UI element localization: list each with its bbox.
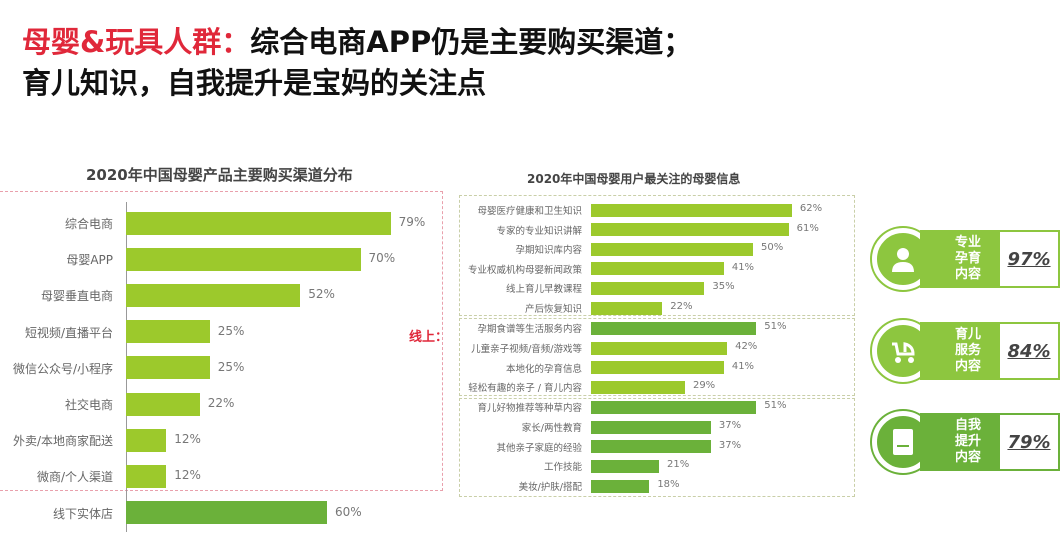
category-label: 线下实体店 <box>52 506 113 521</box>
bar <box>591 281 705 295</box>
category-label: 专业权威机构母婴新闻政策 <box>467 264 582 276</box>
bar <box>126 501 327 525</box>
value-label: 12% <box>174 468 201 483</box>
category-label: 微信公众号/小程序 <box>12 361 113 376</box>
value-label: 25% <box>217 359 245 374</box>
bar <box>126 320 210 344</box>
card-value: 97% <box>998 230 1060 288</box>
card-label: 育儿 服务 内容 <box>920 322 998 380</box>
value-label: 37% <box>718 439 742 451</box>
bar <box>591 223 789 236</box>
bar <box>126 464 167 488</box>
bar <box>591 400 757 414</box>
category-label: 母婴垂直电商 <box>40 289 113 304</box>
category-label: 母婴APP <box>66 253 113 268</box>
bar <box>591 262 724 275</box>
bar <box>591 440 711 453</box>
bar <box>591 361 724 374</box>
bar <box>591 459 660 473</box>
value-label: 35% <box>712 281 735 292</box>
category-label: 育儿好物推荐等种草内容 <box>477 403 582 414</box>
bar <box>126 356 210 380</box>
bar <box>591 341 728 355</box>
value-label: 61% <box>796 222 819 234</box>
card-value: 79% <box>998 413 1060 471</box>
card-label-text: 育儿 服务 内容 <box>954 327 981 374</box>
category-label: 孕期知识库内容 <box>515 245 582 256</box>
bar <box>126 283 301 307</box>
value-label: 29% <box>692 380 716 391</box>
category-label: 产后恢复知识 <box>524 304 582 315</box>
category-label: 工作技能 <box>543 462 582 473</box>
category-label: 母婴医疗健康和卫生知识 <box>477 206 582 217</box>
bar <box>126 247 361 271</box>
bar <box>591 380 685 394</box>
category-label: 短视频/直播平台 <box>24 325 113 340</box>
bar <box>126 392 200 416</box>
category-label: 本地化的孕育信息 <box>505 363 582 375</box>
value-label: 51% <box>764 400 787 411</box>
category-label: 儿童亲子视频/音频/游戏等 <box>471 344 582 355</box>
value-label: 25% <box>217 323 245 338</box>
card-label-text: 专业 孕育 内容 <box>954 235 981 282</box>
left-chart-title: 2020年中国母婴产品主要购买渠道分布 <box>86 166 353 184</box>
card-label: 自我 提升 内容 <box>920 413 998 471</box>
headline: 母婴&玩具人群：综合电商APP仍是主要购买渠道； 育儿知识，自我提升是宝妈的关注… <box>22 22 692 104</box>
category-label: 微商/个人渠道 <box>36 470 113 485</box>
bar <box>591 420 711 434</box>
category-label: 轻松有趣的亲子 / 育儿内容 <box>468 383 582 394</box>
group-box-self <box>459 398 855 497</box>
value-label: 41% <box>731 261 755 273</box>
right-chart-title: 2020年中国母婴用户最关注的母婴信息 <box>527 172 741 186</box>
bar <box>591 242 753 256</box>
value-label: 42% <box>735 341 758 352</box>
online-label: 线上： <box>409 330 449 345</box>
value-label: 18% <box>657 479 680 490</box>
category-label: 外卖/本地商家配送 <box>12 434 113 449</box>
headline-highlight: 母婴&玩具人群： <box>22 25 251 59</box>
category-label: 社交电商 <box>64 398 113 412</box>
headline-line1: 综合电商APP仍是主要购买渠道； <box>250 25 693 59</box>
value-label: 51% <box>764 321 787 332</box>
value-label: 70% <box>368 251 396 266</box>
value-label: 37% <box>718 420 742 431</box>
bar <box>591 321 757 335</box>
category-label: 线上育儿早教课程 <box>505 284 582 295</box>
online-channels-box <box>0 191 443 491</box>
category-label: 孕期食谱等生活服务内容 <box>477 324 582 335</box>
group-box-service <box>459 318 855 396</box>
card-label-text: 自我 提升 内容 <box>954 418 981 465</box>
value-label: 12% <box>174 432 201 447</box>
value-label: 22% <box>670 301 693 312</box>
category-label: 综合电商 <box>64 217 113 231</box>
bar <box>591 479 650 493</box>
card-value: 84% <box>998 322 1060 380</box>
category-label: 家长/两性教育 <box>521 423 582 434</box>
value-label: 52% <box>308 287 335 302</box>
value-label: 50% <box>761 242 784 253</box>
value-label: 79% <box>398 215 426 229</box>
value-label: 22% <box>207 396 235 410</box>
headline-line2: 育儿知识，自我提升是宝妈的关注点 <box>22 66 487 100</box>
value-label: 21% <box>667 459 690 470</box>
group-box-professional <box>459 195 855 316</box>
card-label: 专业 孕育 内容 <box>920 230 998 288</box>
value-label: 62% <box>799 203 823 214</box>
category-label: 其他亲子家庭的经验 <box>496 442 582 454</box>
bar <box>591 301 663 315</box>
bar <box>126 428 167 452</box>
value-label: 60% <box>335 504 362 519</box>
category-label: 专家的专业知识讲解 <box>496 225 582 237</box>
category-label: 美妆/护肤/搭配 <box>518 482 582 493</box>
bar <box>591 203 792 217</box>
bar <box>126 211 391 235</box>
value-label: 41% <box>731 360 755 372</box>
